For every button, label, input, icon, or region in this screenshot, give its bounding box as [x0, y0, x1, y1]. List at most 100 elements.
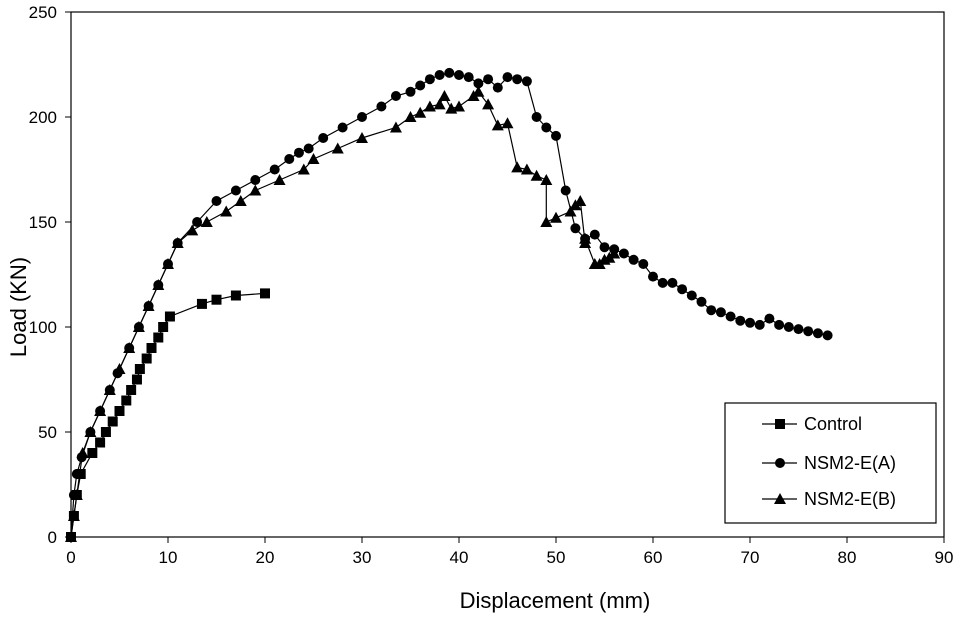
plot-frame — [70, 11, 945, 538]
x-tick-label: 40 — [450, 548, 469, 567]
data-point — [725, 311, 736, 322]
data-point — [307, 153, 320, 164]
data-point — [415, 80, 426, 91]
data-point — [444, 67, 455, 78]
data-point — [803, 326, 814, 337]
data-point — [331, 142, 344, 154]
data-point — [87, 448, 98, 458]
data-point — [638, 259, 649, 269]
data-point — [473, 78, 484, 89]
data-point — [142, 300, 155, 311]
series-line — [70, 292, 266, 538]
x-tick-label: 80 — [838, 548, 857, 567]
legend: Control NSM2-E(A) NSM2-E(B) — [724, 402, 937, 524]
data-point — [551, 130, 561, 141]
data-point — [608, 247, 621, 259]
data-point — [131, 374, 142, 385]
data-point — [405, 86, 416, 97]
data-point — [273, 174, 286, 185]
legend-label-control: Control — [804, 414, 862, 434]
data-point — [146, 343, 157, 353]
data-point — [774, 319, 785, 330]
data-point — [560, 185, 571, 196]
data-point — [211, 294, 222, 305]
data-point — [511, 161, 524, 173]
data-point — [764, 313, 775, 324]
data-point — [211, 196, 222, 206]
data-point — [269, 164, 280, 175]
data-point — [390, 91, 401, 101]
data-point — [754, 319, 765, 330]
data-point — [783, 322, 794, 332]
y-tick-label: 250 — [29, 3, 57, 22]
data-point — [423, 100, 436, 112]
data-point — [67, 510, 80, 521]
data-point — [491, 119, 504, 131]
data-point — [424, 74, 435, 85]
data-point — [648, 271, 658, 282]
legend-label-nsm2-e-b: NSM2-E(B) — [804, 489, 896, 509]
series-nsm2-e-a — [66, 67, 833, 542]
y-axis: 0 50 100 150 200 250 — [29, 3, 71, 547]
data-point — [284, 154, 295, 164]
data-point — [70, 489, 83, 500]
data-point — [357, 112, 367, 122]
data-point — [812, 328, 823, 339]
data-point — [521, 76, 532, 87]
data-point — [297, 163, 310, 175]
data-point — [696, 296, 707, 307]
x-tick-label: 70 — [741, 548, 760, 567]
data-point — [530, 169, 543, 181]
data-point — [433, 98, 446, 110]
data-point — [628, 254, 639, 265]
data-point — [540, 174, 553, 185]
data-point — [677, 284, 688, 295]
data-point — [121, 395, 132, 406]
x-tick-label: 20 — [256, 548, 275, 567]
data-point — [95, 437, 106, 448]
legend-label-nsm2-e-a: NSM2-E(A) — [804, 453, 896, 473]
data-point — [438, 90, 451, 101]
data-point — [318, 133, 329, 143]
data-point — [303, 143, 314, 154]
data-point — [501, 117, 514, 129]
data-point — [434, 70, 445, 80]
x-axis-title: Displacement (mm) — [460, 588, 651, 613]
x-tick-label: 10 — [159, 548, 178, 567]
x-tick-label: 60 — [644, 548, 663, 567]
data-point — [376, 101, 387, 112]
data-point — [162, 258, 174, 269]
data-point — [414, 106, 427, 118]
data-point — [65, 531, 77, 542]
data-point — [404, 111, 417, 122]
data-point — [453, 100, 465, 112]
data-point — [192, 217, 203, 227]
data-point — [103, 384, 116, 395]
data-point — [249, 184, 262, 196]
data-point — [793, 324, 804, 335]
legend-marker-nsm2-e-a — [775, 458, 785, 468]
data-point — [472, 85, 485, 97]
series-layer — [65, 67, 833, 542]
x-axis: 0 10 20 30 40 50 60 70 80 90 — [66, 537, 953, 567]
data-point — [463, 72, 474, 83]
data-point — [512, 74, 523, 85]
x-tick-label: 90 — [935, 548, 954, 567]
series-control — [66, 288, 270, 542]
data-point — [745, 317, 755, 328]
data-point — [540, 216, 553, 227]
data-point — [337, 122, 348, 133]
y-tick-label: 50 — [38, 423, 57, 442]
data-point — [541, 122, 552, 133]
data-point — [618, 248, 629, 259]
data-point — [550, 211, 562, 223]
data-point — [171, 237, 184, 248]
data-point — [132, 321, 145, 332]
y-tick-label: 150 — [29, 213, 57, 232]
data-point — [123, 342, 136, 353]
data-point — [822, 330, 833, 341]
data-point — [153, 332, 164, 343]
data-point — [100, 427, 111, 437]
data-point — [589, 229, 600, 240]
